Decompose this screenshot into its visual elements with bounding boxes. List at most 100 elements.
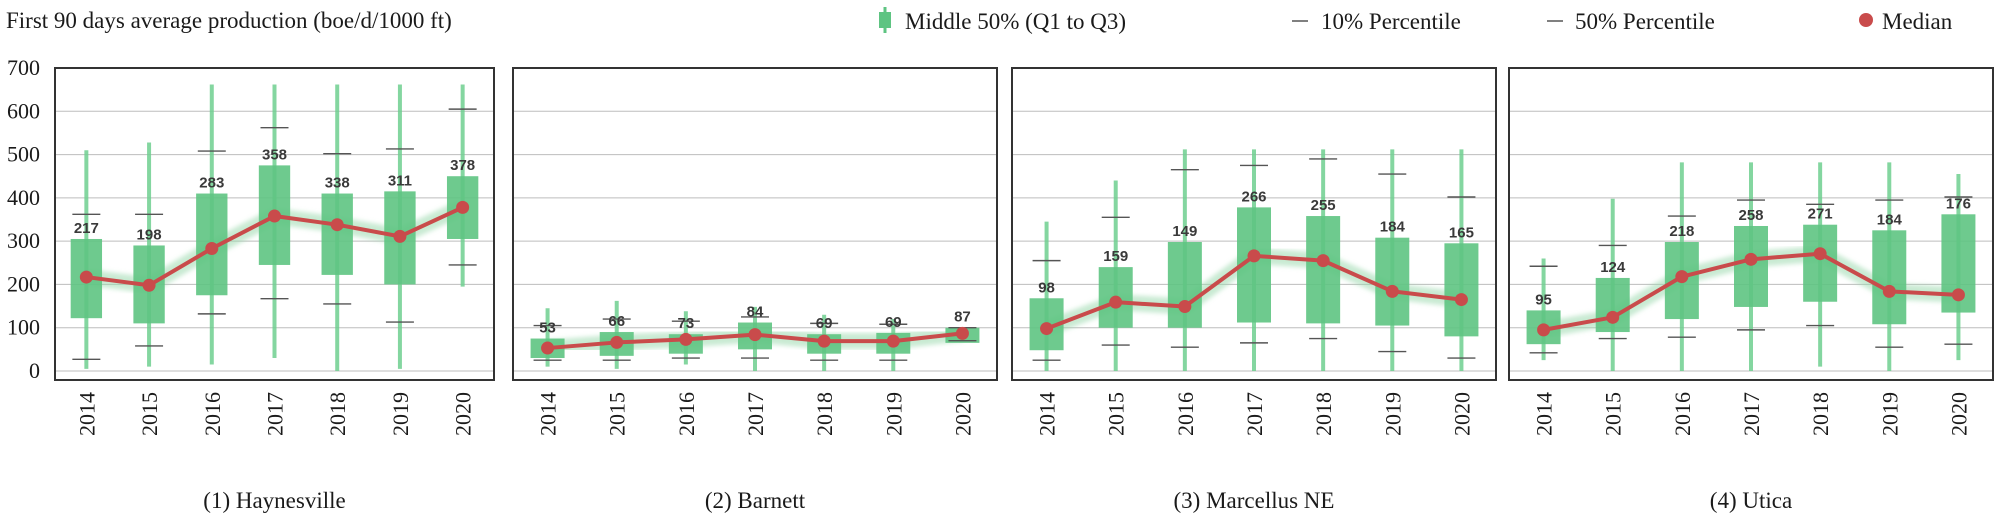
y-tick-label: 700 xyxy=(7,55,40,80)
x-tick-label: 2014 xyxy=(1532,392,1557,436)
x-tick-label: 2019 xyxy=(1877,392,1902,436)
data-label: 73 xyxy=(678,315,695,332)
x-tick-label: 2020 xyxy=(950,392,975,436)
iqr-box xyxy=(1167,242,1202,328)
median-point xyxy=(886,334,900,348)
median-point xyxy=(610,335,624,349)
x-tick-label: 2016 xyxy=(1173,392,1198,436)
legend: Middle 50% (Q1 to Q3) 10% Percentile 50%… xyxy=(879,7,1953,34)
data-label: 271 xyxy=(1808,206,1833,223)
legend-p10-item: 10% Percentile xyxy=(1292,9,1461,34)
legend-label-median: Median xyxy=(1882,9,1953,34)
median-point xyxy=(205,242,219,256)
x-tick-label: 2018 xyxy=(812,392,837,436)
x-tick-label: 2017 xyxy=(1739,392,1764,436)
box-icon xyxy=(879,12,891,28)
x-tick-label: 2019 xyxy=(881,392,906,436)
data-label: 198 xyxy=(137,226,162,243)
legend-label-p50: 50% Percentile xyxy=(1575,9,1715,34)
panel: 2014 2015 2016 2017 2018 2019 2020 95 124 218 258 2… xyxy=(1508,67,1994,513)
median-point xyxy=(1178,300,1192,314)
y-tick-label: 500 xyxy=(7,142,40,167)
panel-frame xyxy=(54,67,495,381)
y-axis: 0 100 200 300 400 500 600 700 xyxy=(7,55,40,383)
iqr-box xyxy=(1306,216,1341,324)
data-label: 218 xyxy=(1669,223,1694,240)
median-point xyxy=(748,328,762,342)
data-label: 149 xyxy=(1172,223,1197,240)
x-tick-label: 2019 xyxy=(1380,392,1405,436)
data-label: 255 xyxy=(1311,197,1336,214)
legend-p50-item: 50% Percentile xyxy=(1547,9,1715,34)
data-label: 358 xyxy=(262,146,287,163)
median-point xyxy=(1813,247,1827,261)
data-label: 184 xyxy=(1380,219,1406,236)
median-point xyxy=(1882,284,1896,298)
y-tick-label: 400 xyxy=(7,185,40,210)
y-tick-label: 200 xyxy=(7,271,40,296)
median-point xyxy=(330,218,344,232)
panel: 2014 2015 2016 2017 2018 2019 2020 98 159 149 266 2… xyxy=(1011,67,1497,513)
x-tick-label: 2014 xyxy=(536,392,561,436)
x-tick-label: 2014 xyxy=(1035,392,1060,436)
data-label: 69 xyxy=(885,314,902,331)
x-tick-label: 2019 xyxy=(388,392,413,436)
data-label: 217 xyxy=(74,220,99,237)
x-tick-label: 2017 xyxy=(743,392,768,436)
data-label: 165 xyxy=(1449,224,1474,241)
median-point xyxy=(268,209,281,223)
data-label: 84 xyxy=(747,304,764,321)
median-point xyxy=(1247,249,1261,263)
x-tick-label: 2017 xyxy=(263,392,288,436)
data-label: 53 xyxy=(539,320,556,337)
iqr-box xyxy=(1872,230,1907,325)
panel: 2014 2015 2016 2017 2018 2019 2020 53 66 73 84 69 69… xyxy=(512,67,998,513)
x-tick-label: 2020 xyxy=(1946,392,1971,436)
panel-title: (3) Marcellus NE xyxy=(1174,488,1335,513)
median-point xyxy=(1675,270,1689,284)
legend-median-item: Median xyxy=(1859,9,1953,34)
median-point xyxy=(817,334,831,348)
data-label: 69 xyxy=(816,315,833,332)
panel-title: (2) Barnett xyxy=(705,488,806,513)
data-label: 124 xyxy=(1600,259,1626,276)
median-point xyxy=(679,332,693,346)
median-point xyxy=(955,326,969,340)
data-label: 258 xyxy=(1738,207,1763,224)
median-point xyxy=(1951,288,1965,302)
x-tick-label: 2015 xyxy=(137,392,162,436)
data-label: 266 xyxy=(1241,188,1266,205)
x-tick-label: 2015 xyxy=(1104,392,1129,436)
data-label: 176 xyxy=(1946,195,1971,212)
dot-icon xyxy=(1859,13,1873,27)
x-tick-label: 2020 xyxy=(451,392,476,436)
x-tick-label: 2015 xyxy=(1601,392,1626,436)
iqr-box xyxy=(1803,224,1838,302)
legend-box-item: Middle 50% (Q1 to Q3) xyxy=(879,7,1126,34)
median-point xyxy=(1744,252,1758,266)
x-tick-label: 2018 xyxy=(1311,392,1336,436)
x-tick-label: 2018 xyxy=(325,392,350,436)
x-tick-label: 2018 xyxy=(1808,392,1833,436)
legend-label-middle-50: Middle 50% (Q1 to Q3) xyxy=(905,9,1126,34)
x-tick-label: 2016 xyxy=(200,392,225,436)
median-point xyxy=(456,200,470,214)
iqr-box xyxy=(1375,237,1410,326)
x-tick-label: 2016 xyxy=(1670,392,1695,436)
y-tick-label: 600 xyxy=(7,98,40,123)
legend-label-p10: 10% Percentile xyxy=(1321,9,1461,34)
x-tick-label: 2017 xyxy=(1242,392,1267,436)
median-point xyxy=(1040,322,1054,336)
data-label: 311 xyxy=(388,172,412,189)
chart-title: First 90 days average production (boe/d/… xyxy=(6,8,452,33)
data-label: 378 xyxy=(450,157,475,174)
panel: 2014 2015 2016 2017 2018 2019 2020 217 198 283 358… xyxy=(54,67,495,513)
y-tick-label: 0 xyxy=(29,358,40,383)
x-tick-label: 2016 xyxy=(674,392,699,436)
x-tick-label: 2015 xyxy=(605,392,630,436)
y-tick-label: 300 xyxy=(7,228,40,253)
iqr-box xyxy=(321,193,353,275)
median-point xyxy=(1537,323,1551,337)
median-point xyxy=(1316,254,1330,268)
